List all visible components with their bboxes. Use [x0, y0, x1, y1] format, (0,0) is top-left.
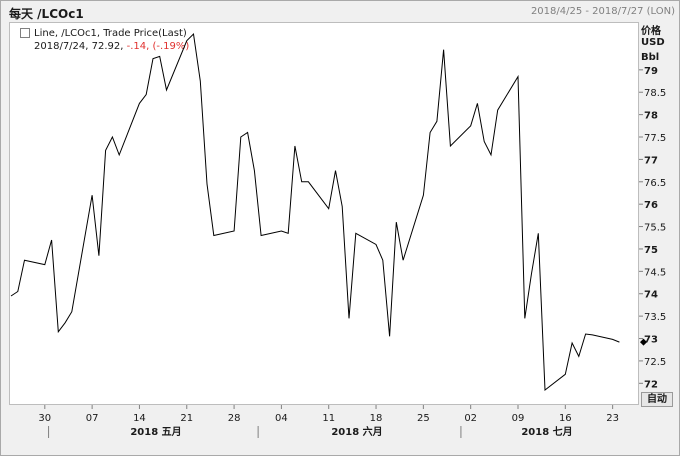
- plot-area[interactable]: [9, 22, 639, 405]
- legend-last-value: 2018/7/24, 72.92,: [34, 41, 127, 52]
- y-axis-title-price: 价格: [641, 26, 661, 37]
- y-axis-title-unit: Bbl: [641, 52, 660, 63]
- chart-title: 每天 /LCOc1: [9, 7, 84, 21]
- auto-scale-button[interactable]: 自动: [641, 392, 673, 407]
- y-axis-title-currency: USD: [641, 37, 665, 48]
- legend[interactable]: Line, /LCOc1, Trade Price(Last) 2018/7/2…: [20, 27, 189, 53]
- legend-swatch-icon: [20, 28, 30, 38]
- legend-value-row: 2018/7/24, 72.92, -.14, (-.19%): [20, 40, 189, 53]
- legend-change-value: -.14, (-.19%): [126, 41, 190, 52]
- date-range-label: 2018/4/25 - 2018/7/27 (LON): [530, 6, 675, 17]
- chart-title-bar: 每天 /LCOc1 2018/4/25 - 2018/7/27 (LON): [1, 1, 679, 23]
- legend-series-label: Line, /LCOc1, Trade Price(Last): [34, 28, 187, 39]
- legend-series-row: Line, /LCOc1, Trade Price(Last): [20, 27, 189, 40]
